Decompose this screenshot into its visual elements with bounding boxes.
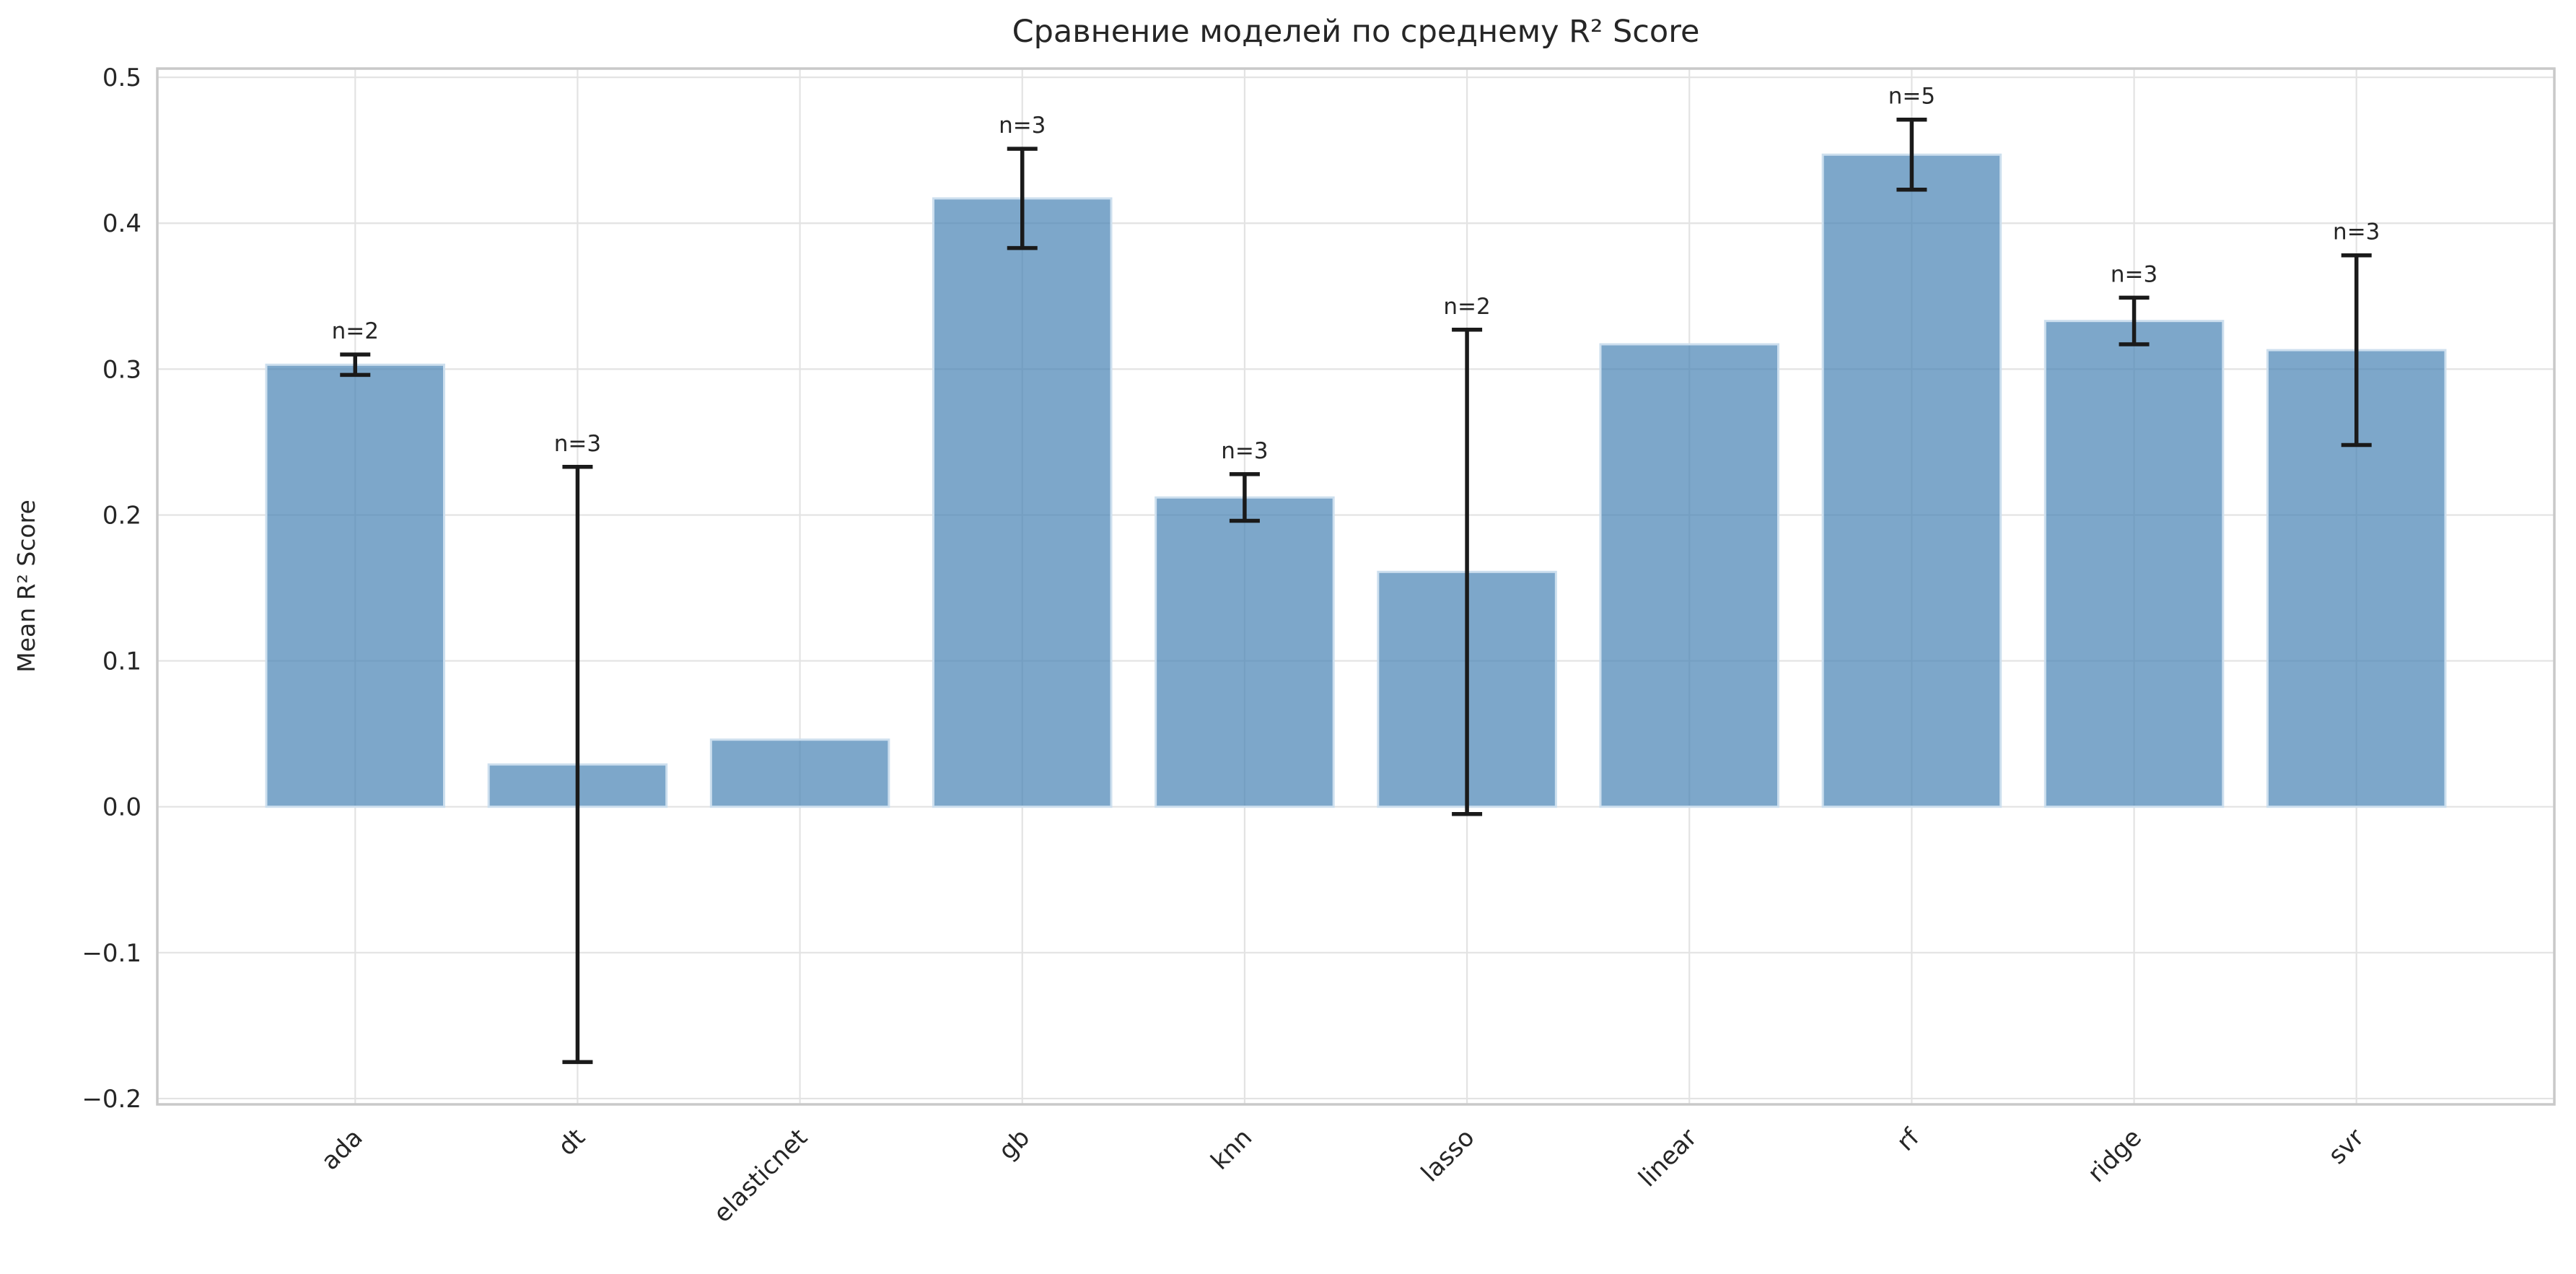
bar-gb xyxy=(932,197,1113,808)
x-tick-label-knn: knn xyxy=(1206,1123,1258,1176)
bar-count-label: n=3 xyxy=(999,113,1046,139)
bar-count-label: n=3 xyxy=(1221,438,1268,464)
bar-count-label: n=5 xyxy=(1888,84,1935,110)
x-tick-label-dt: dt xyxy=(553,1123,591,1161)
error-bars xyxy=(340,117,2372,1065)
bar-count-label: n=3 xyxy=(554,431,601,457)
y-tick-label: 0.4 xyxy=(102,209,141,238)
bar-knn xyxy=(1155,496,1335,808)
bars xyxy=(265,153,2447,808)
x-tick-label-ada: ada xyxy=(316,1123,369,1176)
y-tick-label: 0.5 xyxy=(102,64,141,92)
chart-title: Сравнение моделей по среднему R² Score xyxy=(1012,14,1700,50)
y-tick-label: 0.1 xyxy=(102,647,141,676)
bar-ridge xyxy=(2043,320,2225,808)
x-tick-label-lasso: lasso xyxy=(1416,1123,1480,1187)
y-tick-label: −0.2 xyxy=(82,1085,141,1114)
bar-rf xyxy=(1821,153,2002,808)
x-tick-label-ridge: ridge xyxy=(2082,1123,2147,1188)
bar-count-label: n=2 xyxy=(1443,294,1490,320)
bar-count-label: n=3 xyxy=(2111,261,2157,287)
y-tick-label: 0.2 xyxy=(102,501,141,530)
x-tick-label-svr: svr xyxy=(2323,1123,2370,1170)
y-tick-label: 0.0 xyxy=(102,793,141,822)
x-tick-label-rf: rf xyxy=(1891,1122,1925,1156)
y-tick-label: −0.1 xyxy=(82,939,141,968)
bar-ada xyxy=(265,363,446,808)
y-tick-label: 0.3 xyxy=(102,355,141,384)
bar-count-label: n=2 xyxy=(332,318,379,344)
x-tick-label-linear: linear xyxy=(1633,1123,1702,1192)
x-tick-label-gb: gb xyxy=(993,1123,1035,1166)
x-tick-label-elasticnet: elasticnet xyxy=(708,1123,813,1229)
y-axis-label: Mean R² Score xyxy=(12,499,40,672)
bar-count-label: n=3 xyxy=(2333,219,2380,245)
bar-elasticnet xyxy=(709,738,890,808)
bar-count-annotations: n=2 n=3 n=3 n=3 n=2 n=5 n=3 n=3 xyxy=(332,84,2380,464)
bar-linear xyxy=(1599,343,1780,808)
plot-border xyxy=(156,67,2556,1106)
